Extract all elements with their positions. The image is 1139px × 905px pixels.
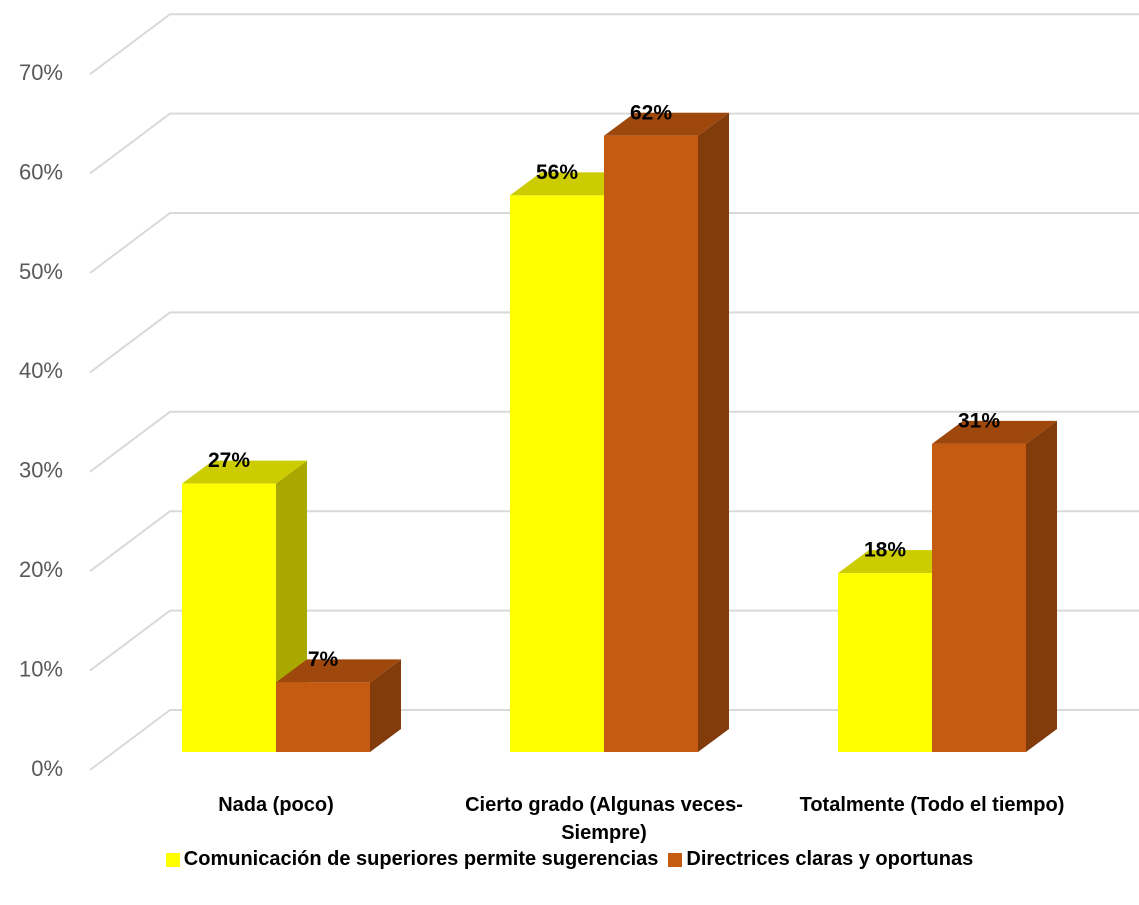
bar xyxy=(604,112,729,753)
legend-item: Comunicación de superiores permite suger… xyxy=(165,848,659,871)
bar-side xyxy=(698,112,729,753)
data-label: 31% xyxy=(958,409,1000,432)
bar-front xyxy=(182,483,276,752)
x-tick-label: Totalmente (Todo el tiempo) xyxy=(799,794,1065,816)
grid-line xyxy=(89,212,1139,274)
bar-top xyxy=(604,112,729,136)
grid-line xyxy=(89,609,1139,672)
data-label: 18% xyxy=(864,539,906,562)
bar-front xyxy=(604,135,698,753)
bar-front xyxy=(276,682,370,752)
y-tick-label: 40% xyxy=(19,358,63,383)
bar-top xyxy=(182,460,307,484)
bar-top xyxy=(838,550,963,574)
legend-label: Directrices claras y oportunas xyxy=(686,848,974,870)
x-tick-label: Nada (poco) xyxy=(218,794,334,816)
y-tick-label: 70% xyxy=(19,60,63,85)
legend-item: Directrices claras y oportunas xyxy=(668,848,973,871)
y-tick-label: 0% xyxy=(31,756,63,781)
data-label: 27% xyxy=(208,449,250,472)
bar xyxy=(276,659,401,752)
bar-top xyxy=(932,420,1057,444)
bar-top xyxy=(276,659,401,683)
bar-side xyxy=(370,659,401,752)
bar xyxy=(932,420,1057,752)
bar-front xyxy=(510,195,604,753)
legend-label: Comunicación de superiores permite suger… xyxy=(183,848,659,870)
y-tick-label: 50% xyxy=(19,259,63,284)
data-label: 62% xyxy=(630,101,672,124)
bar-front xyxy=(932,443,1026,752)
y-tick-label: 30% xyxy=(19,458,63,483)
legend: Comunicación de superiores permite suger… xyxy=(0,848,1139,871)
grid-line xyxy=(89,112,1139,175)
y-tick-label: 60% xyxy=(19,159,63,184)
x-tick-label: Cierto grado (Algunas veces-Siempre) xyxy=(465,794,743,844)
data-label: 56% xyxy=(536,161,578,184)
bar-top xyxy=(510,172,635,196)
data-label: 7% xyxy=(308,648,339,671)
grid-line xyxy=(89,709,1139,771)
bar-side xyxy=(1026,420,1057,752)
legend-swatch xyxy=(165,852,180,867)
y-tick-label: 10% xyxy=(19,656,63,681)
grid-line xyxy=(89,510,1139,573)
bar-front xyxy=(838,573,932,752)
grid-line xyxy=(89,410,1139,473)
legend-swatch xyxy=(668,852,683,867)
grid-line xyxy=(89,311,1139,374)
grid-line xyxy=(89,13,1139,75)
y-tick-label: 20% xyxy=(19,557,63,582)
